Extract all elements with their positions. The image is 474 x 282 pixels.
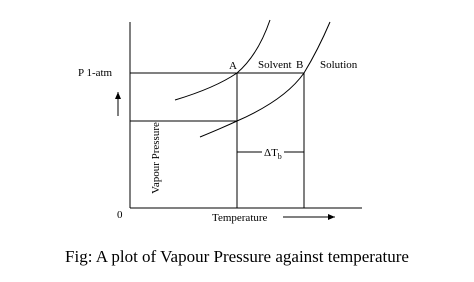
point-label: A: [229, 60, 237, 72]
curve-label: Solvent: [258, 59, 292, 71]
solution-curve: [199, 21, 331, 138]
delta-label: ΔTb: [264, 147, 282, 161]
delta-symbol: ΔT: [264, 147, 278, 159]
y-axis-label: Vapour Pressure: [150, 122, 162, 194]
caption: Fig: A plot of Vapour Pressure against t…: [65, 247, 409, 266]
solvent-curve: [174, 19, 271, 101]
x-axis-label: Temperature: [212, 212, 268, 224]
pressure-label: P 1-atm: [78, 67, 113, 79]
origin-label: 0: [117, 209, 123, 221]
delta-subscript: b: [278, 152, 282, 161]
point-label: B: [296, 59, 303, 71]
curve-label: Solution: [320, 59, 358, 71]
